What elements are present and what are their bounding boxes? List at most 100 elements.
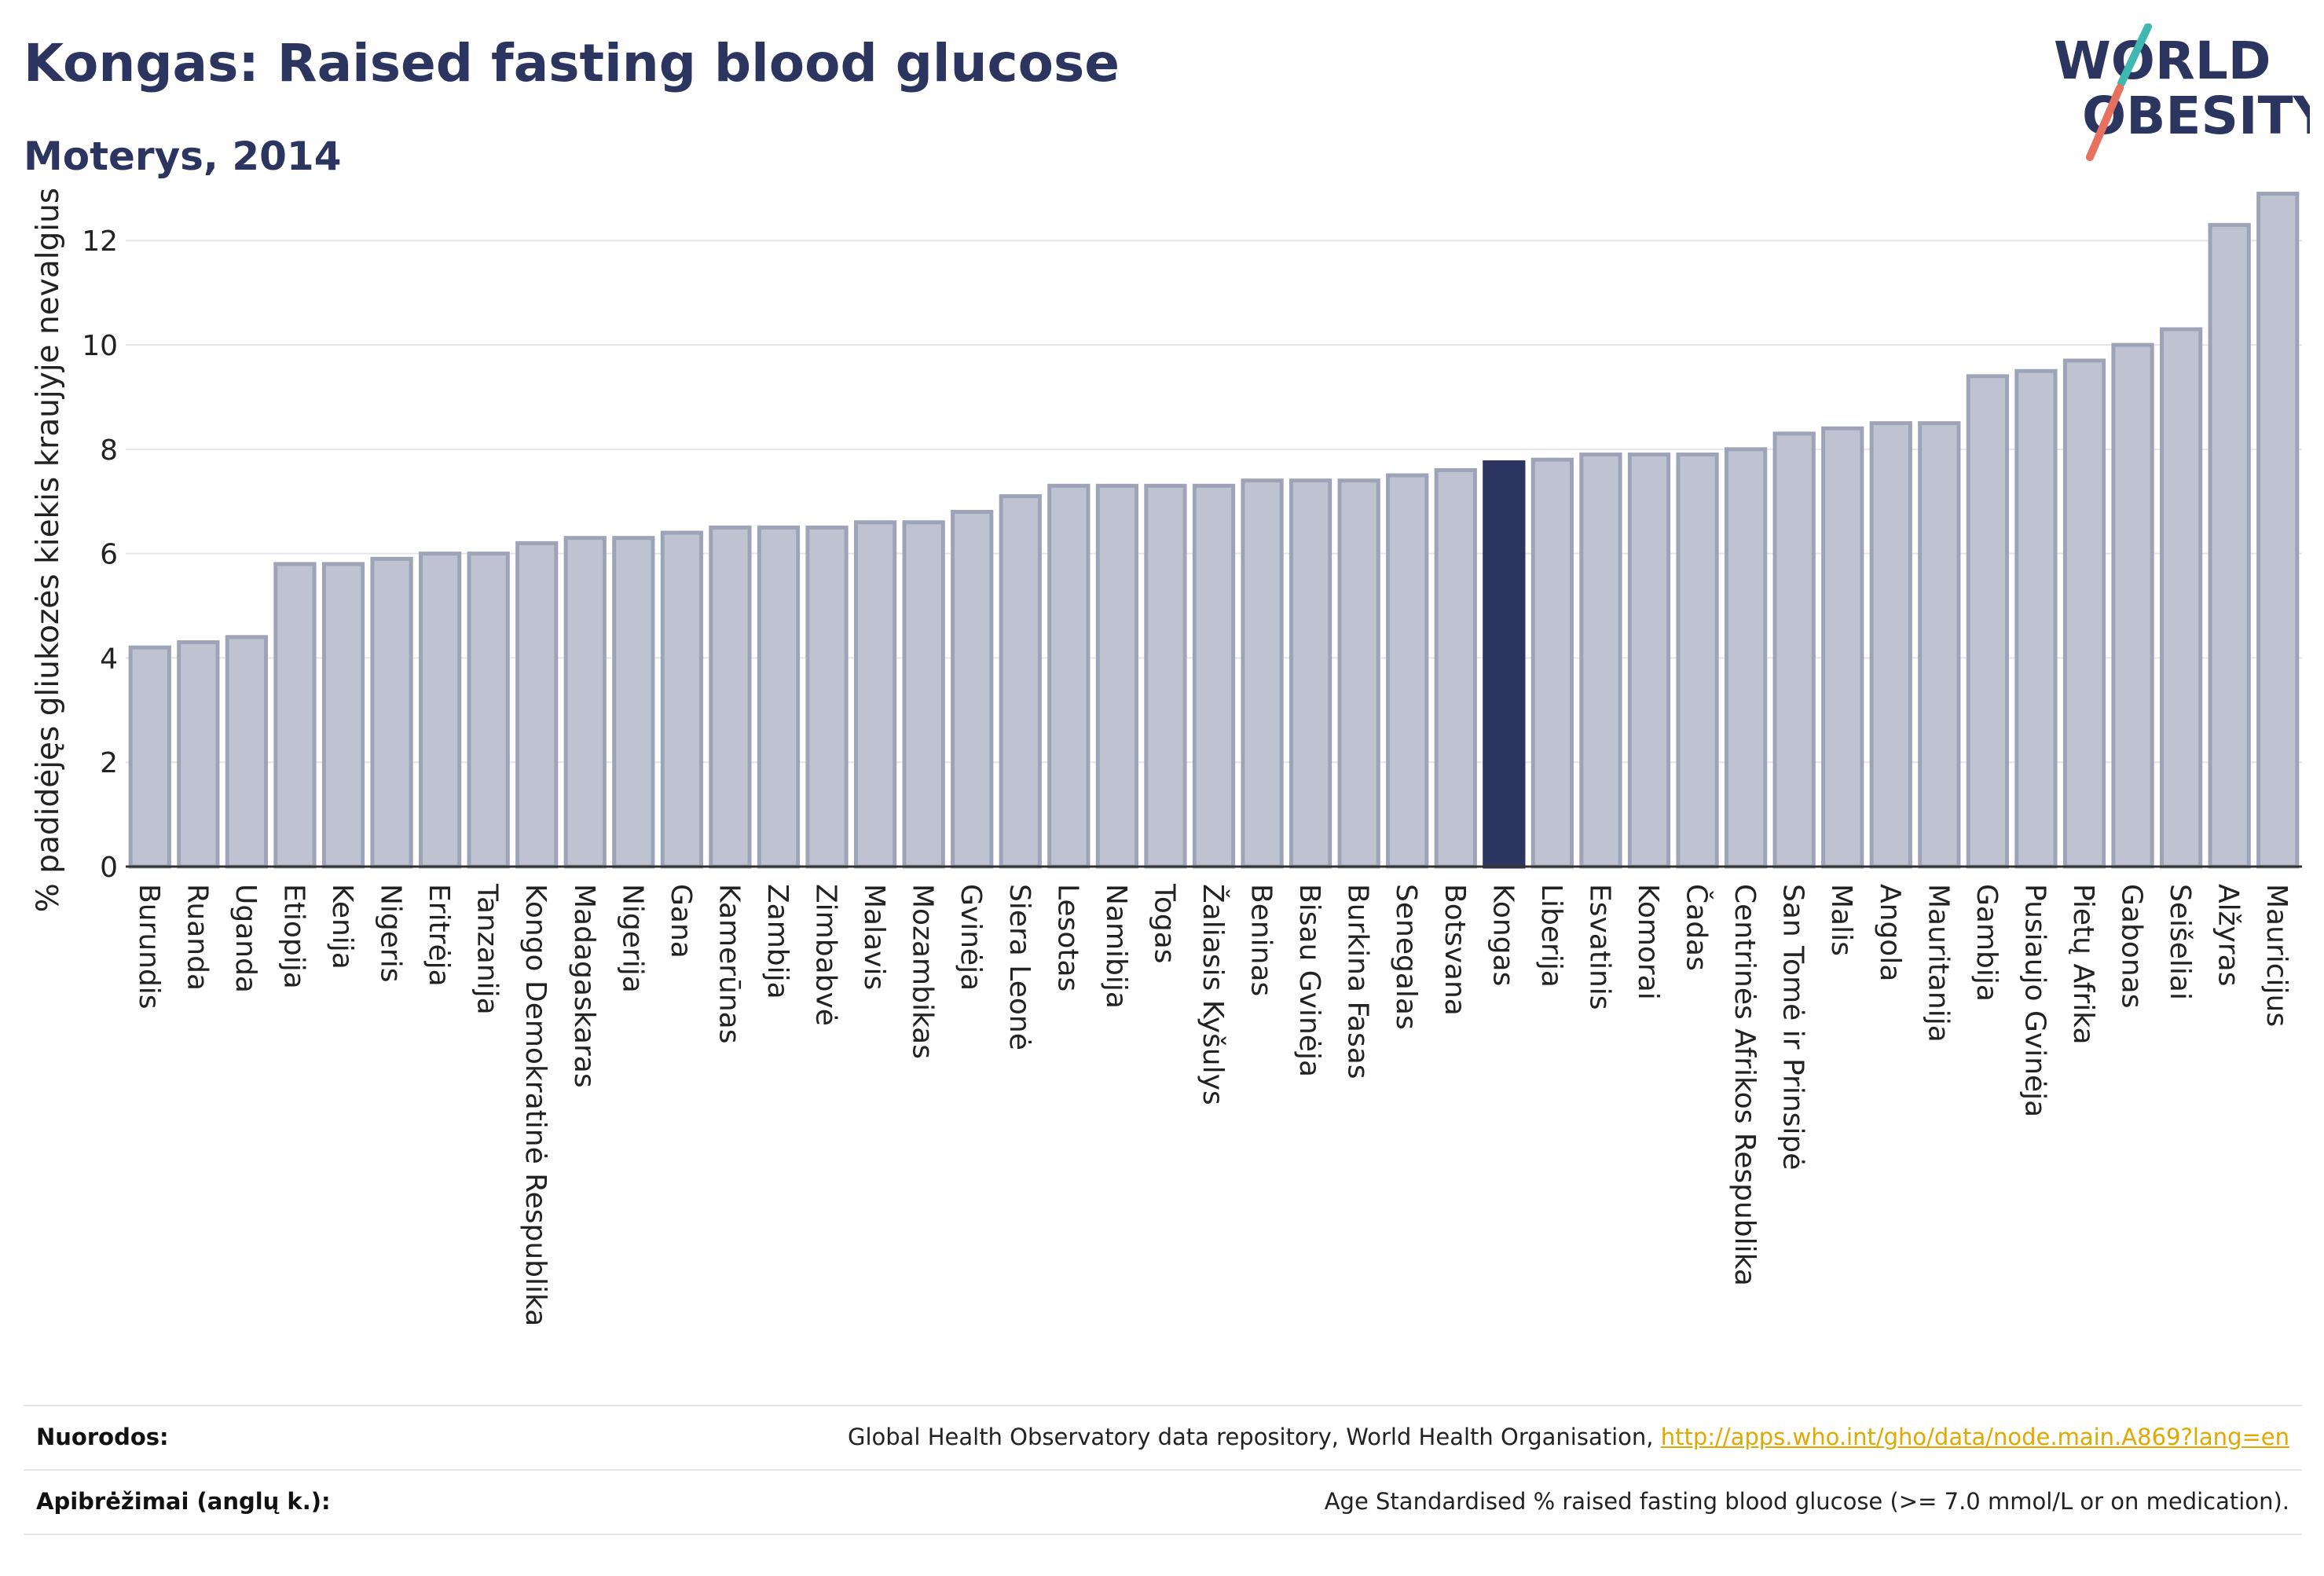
bar [2208,222,2251,869]
definitions-value: Age Standardised % raised fasting blood … [1324,1488,2289,1515]
x-tick-label: Zimbabvė [810,884,842,1026]
bar [321,562,365,869]
x-tick-label: Esvatinis [1583,884,1615,1010]
world-obesity-logo: WORLD OBESITY [2054,24,2310,161]
y-tick-label: 4 [100,643,118,675]
y-tick-label: 2 [100,747,118,779]
x-tick-label: Burkina Fasas [1342,884,1374,1079]
bar [1241,478,1284,869]
x-tick-label: Liberija [1535,884,1567,988]
x-tick-label: Togas [1148,883,1180,964]
bar [563,536,607,869]
logo-line1: WORLD [2054,31,2271,91]
x-tick-label: Kamerūnas [713,884,745,1044]
bar [1434,467,1477,869]
x-tick-label: Kenija [326,884,358,969]
footer-divider [24,1534,2302,1535]
x-tick-label: Madagaskaras [568,884,600,1088]
bar [612,536,655,869]
bar [1386,473,1429,869]
bar [2014,368,2058,869]
sources-row: Nuorodos: Global Health Observatory data… [24,1405,2302,1471]
x-tick-label: Mauritanija [1922,884,1954,1043]
bar [1095,483,1139,869]
x-tick-label: Angola [1874,884,1906,981]
bar [273,562,317,869]
x-tick-label: Malavis [858,884,890,990]
x-tick-label: Kongo Demokratinė Respublika [519,884,552,1326]
bar [1676,452,1719,869]
x-tick-label: Pietų Afrika [2067,884,2099,1045]
x-tick-label: Namibija [1100,884,1132,1009]
x-tick-label: Uganda [229,884,262,993]
bar [2111,343,2154,869]
x-tick-label: Centrinės Afrikos Respublika [1728,884,1761,1286]
bar [128,645,171,869]
x-tick-label: Ruanda [181,884,213,991]
x-tick-label: Mauricijus [2260,884,2293,1027]
x-tick-label: Gabonas [2116,884,2148,1008]
x-tick-label: Seišeliai [2164,884,2196,1000]
x-tick-label: Bisau Gvinėja [1293,884,1325,1077]
x-tick-label: Čadas [1681,884,1714,971]
x-tick-label: Nigerija [616,884,648,993]
bar [2159,327,2203,869]
y-tick-label: 8 [100,434,118,467]
y-tick-label: 10 [82,330,118,362]
x-tick-label: Kongas [1486,884,1519,986]
x-tick-label: Alžyras [2212,884,2245,986]
bar [757,525,801,869]
page-subtitle: Moterys, 2014 [24,134,342,179]
page-title: Kongas: Raised fasting blood glucose [24,33,1120,93]
x-tick-label: Gana [665,884,697,958]
x-tick-label: Zambija [761,884,794,999]
bar-layer [128,191,2300,869]
x-tick-label: Komorai [1632,884,1664,1000]
bar [1047,483,1091,869]
bar [418,552,462,869]
x-tick-label: Botsvana [1439,884,1471,1016]
x-tick-label: Beninas [1245,884,1277,996]
x-tick-label: San Tomė ir Prinsipė [1777,884,1809,1170]
bar [805,525,849,869]
bar [2256,191,2300,869]
definitions-row: Apibrėžimai (anglų k.): Age Standardised… [24,1469,2302,1535]
sources-label: Nuorodos: [36,1424,169,1450]
x-tick-label: Tanzanija [471,883,504,1015]
x-tick-label: Gvinėja [955,884,987,991]
x-tick-label: Eritrėja [423,884,455,987]
x-tick-label: Žaliasis Kyšulys [1197,884,1230,1105]
bar [709,525,752,869]
x-tick-label: Malis [1825,884,1857,956]
bar [1579,452,1622,869]
bar [225,635,269,869]
x-tick-label: Gambija [1970,884,2003,1002]
bar [951,510,994,869]
x-tick-label: Lesotas [1051,884,1083,991]
bar [999,494,1042,869]
x-tick-label: Etiopija [277,884,310,989]
x-tick-label: Pusiaujo Gvinėja [2018,884,2051,1117]
bar [1918,421,1961,869]
sources-link[interactable]: http://apps.who.int/gho/data/node.main.A… [1660,1424,2289,1450]
bar [2062,358,2106,869]
x-tick-label: Senegalas [1390,884,1422,1030]
bar [370,556,413,869]
bar [853,520,897,869]
logo-slash-teal [2117,24,2152,87]
x-tick-label: Siera Leonė [1003,884,1036,1050]
bar [1192,483,1236,869]
bar [660,530,704,869]
bar [1530,457,1574,869]
bar [1288,478,1332,869]
bar [1724,447,1768,869]
bar [1869,421,1912,869]
bar [1337,478,1380,869]
y-tick-label: 6 [100,539,118,571]
bar-chart: 0 2 4 6 8 10 12 Burundis Ruanda Uganda Etiopija Ken… [31,188,2302,1326]
x-tick-label: Burundis [133,884,165,1010]
bar [515,541,559,869]
bar [902,520,945,869]
bar [467,552,510,869]
bar [1772,431,1816,869]
